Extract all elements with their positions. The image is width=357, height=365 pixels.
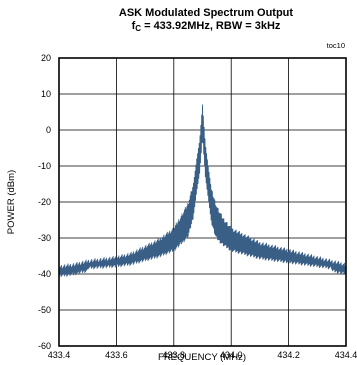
x-tick-label: 434.0 (220, 350, 243, 360)
x-tick-label: 433.4 (48, 350, 71, 360)
plot-frame (58, 57, 347, 347)
y-tick-label: -60 (38, 341, 51, 351)
y-tick-label: -30 (38, 233, 51, 243)
figure-code: toc10 (327, 41, 345, 50)
x-tick-label: 434.2 (277, 350, 300, 360)
ticks: 433.4 433.6 433.8 434.0 434.2 434.4 20 10 0 -10 -2… (38, 53, 357, 360)
chart-subtitle-subscript: C (135, 24, 141, 33)
spectrum-trace-line (58, 104, 347, 278)
x-axis-label: FREQUENCY (MHz) (158, 352, 246, 363)
x-tick-label: 434.4 (335, 350, 357, 360)
y-tick-label: 10 (41, 89, 51, 99)
y-tick-label: -20 (38, 197, 51, 207)
trace (58, 104, 347, 278)
y-tick-label: -40 (38, 269, 51, 279)
y-tick-label: 20 (41, 53, 51, 63)
y-axis-label: POWER (dBm) (6, 170, 17, 234)
grid (59, 58, 346, 346)
x-tick-label: 433.6 (105, 350, 128, 360)
chart-subtitle: fC = 433.92MHz, RBW = 3kHz (132, 20, 281, 33)
x-tick-label: 433.8 (163, 350, 186, 360)
y-tick-label: -50 (38, 305, 51, 315)
chart-title: ASK Modulated Spectrum Output (119, 7, 294, 19)
y-tick-label: -10 (38, 161, 51, 171)
y-tick-label: 0 (46, 125, 51, 135)
